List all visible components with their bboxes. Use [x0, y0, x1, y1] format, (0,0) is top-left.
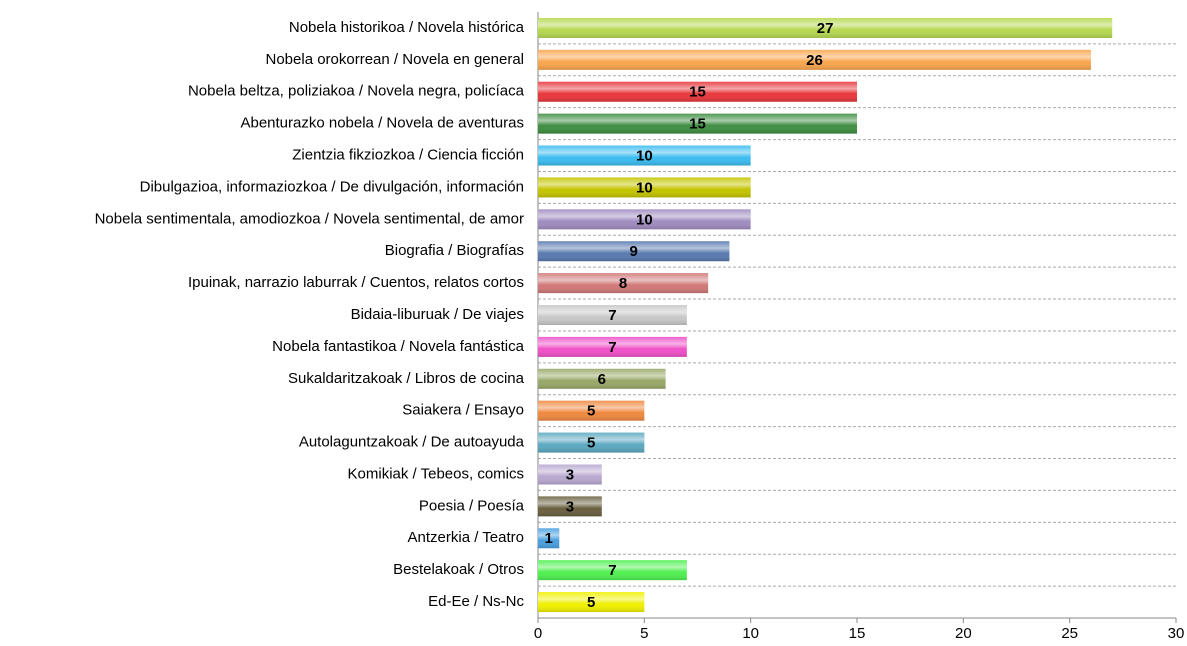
- value-label: 15: [689, 84, 706, 101]
- bar-gloss: [538, 145, 751, 166]
- value-label: 9: [630, 243, 638, 260]
- value-label: 1: [544, 530, 552, 547]
- bar-gloss: [538, 305, 687, 325]
- x-tick-label: 10: [742, 625, 759, 642]
- value-label: 10: [636, 179, 653, 196]
- bar-gloss: [538, 81, 857, 102]
- value-label: 26: [806, 52, 823, 69]
- value-label: 3: [566, 466, 574, 483]
- y-tick-label: Sukaldaritzakoak / Libros de cocina: [288, 370, 525, 387]
- value-label: 5: [587, 403, 595, 420]
- value-label: 27: [817, 20, 834, 37]
- value-label: 10: [636, 147, 653, 164]
- bar-gloss: [538, 592, 645, 613]
- y-tick-label: Ed-Ee / Ns-Nc: [428, 593, 524, 610]
- x-tick-label: 15: [849, 625, 866, 642]
- x-tick-label: 30: [1168, 625, 1185, 642]
- bar-gloss: [538, 177, 751, 198]
- bar-gloss: [538, 464, 602, 485]
- y-tick-label: Nobela orokorrean / Novela en general: [266, 51, 525, 68]
- x-tick-label: 20: [955, 625, 972, 642]
- y-tick-label: Nobela fantastikoa / Novela fantástica: [272, 338, 524, 355]
- y-tick-label: Biografia / Biografías: [385, 242, 524, 259]
- bar-gloss: [538, 528, 560, 549]
- bar-gloss: [538, 560, 687, 581]
- y-tick-label: Poesia / Poesía: [419, 497, 525, 514]
- x-tick-label: 5: [640, 625, 648, 642]
- y-tick-label: Nobela beltza, poliziakoa / Novela negra…: [188, 83, 525, 100]
- value-label: 5: [587, 594, 595, 611]
- y-tick-label: Bidaia-liburuak / De viajes: [351, 306, 524, 323]
- bar-gloss: [538, 17, 1113, 38]
- y-tick-label: Nobela sentimentala, amodiozkoa / Novela…: [95, 210, 524, 227]
- y-tick-label: Autolaguntzakoak / De autoayuda: [299, 434, 525, 451]
- bar-gloss: [538, 49, 1091, 70]
- y-tick-label: Ipuinak, narrazio laburrak / Cuentos, re…: [188, 274, 524, 291]
- bar-gloss: [538, 432, 645, 453]
- y-tick-label: Dibulgazioa, informaziozkoa / De divulga…: [140, 178, 524, 195]
- bar-gloss: [538, 209, 751, 230]
- y-tick-label: Nobela historikoa / Novela histórica: [289, 19, 525, 36]
- y-tick-label: Zientzia fikziozkoa / Ciencia ficción: [292, 146, 524, 163]
- y-tick-label: Abenturazko nobela / Novela de aventuras: [240, 115, 524, 132]
- value-label: 7: [608, 562, 616, 579]
- y-tick-label: Bestelakoak / Otros: [393, 561, 524, 578]
- value-label: 8: [619, 275, 627, 292]
- x-tick-label: 0: [534, 625, 542, 642]
- bar-gloss: [538, 400, 645, 421]
- bar-gloss: [538, 241, 730, 262]
- bar-gloss: [538, 496, 602, 517]
- bar-gloss: [538, 336, 687, 357]
- bar-gloss: [538, 273, 709, 294]
- value-label: 10: [636, 211, 653, 228]
- value-label: 6: [598, 371, 606, 388]
- value-label: 5: [587, 435, 595, 452]
- value-label: 15: [689, 116, 706, 133]
- y-tick-label: Antzerkia / Teatro: [408, 529, 524, 546]
- y-tick-label: Komikiak / Tebeos, comics: [348, 465, 524, 482]
- bar-gloss: [538, 368, 666, 389]
- value-label: 7: [608, 307, 616, 324]
- x-tick-label: 25: [1061, 625, 1078, 642]
- y-tick-label: Saiakera / Ensayo: [402, 402, 524, 419]
- value-label: 7: [608, 339, 616, 356]
- value-label: 3: [566, 498, 574, 515]
- bar-gloss: [538, 113, 857, 134]
